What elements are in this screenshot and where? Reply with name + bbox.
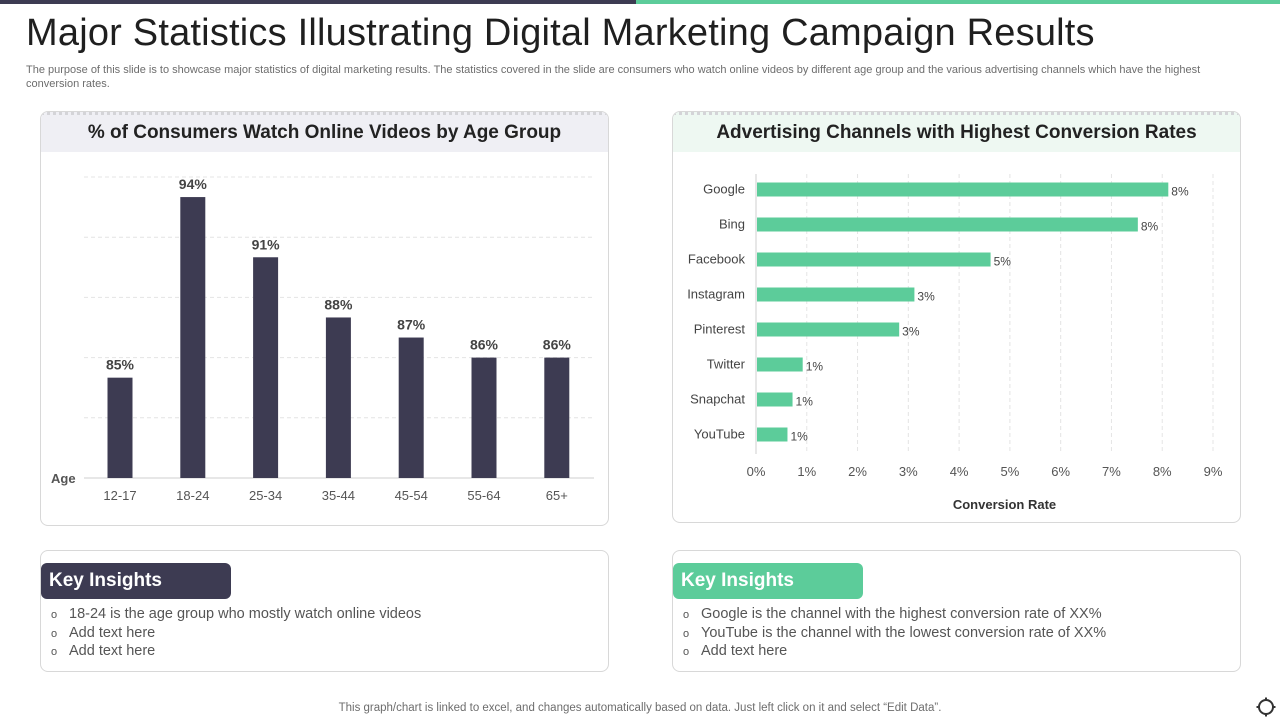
bar [757,322,900,337]
data-label: 1% [790,430,808,444]
bar [471,357,497,478]
data-label: 3% [902,325,920,339]
bullet-icon: o [683,646,690,658]
x-tick-label: 0% [747,464,766,479]
data-label: 8% [1141,220,1159,234]
bullet-icon: o [51,609,58,621]
list-item: o Add text here [51,625,421,644]
x-tick-label: 9% [1204,464,1223,479]
y-tick-label: Instagram [687,287,745,302]
bullet-icon: o [683,627,690,640]
bullet-icon: o [51,627,58,640]
list-item: o Add text here [683,643,1106,662]
x-tick-label: 35-44 [322,488,355,503]
conversion-chart-title: Advertising Channels with Highest Conver… [673,112,1240,152]
data-label: 5% [994,255,1012,269]
bullet-icon: o [683,609,690,621]
x-axis-title: Conversion Rate [953,497,1056,512]
data-label: 8% [1171,185,1189,199]
footer-note: This graph/chart is linked to excel, and… [338,702,942,714]
age-group-chart-panel: % of Consumers Watch Online Videos by Ag… [40,111,609,526]
data-label: 1% [796,395,814,409]
y-tick-label: YouTube [694,427,745,442]
data-label: 86% [470,337,499,353]
bar [757,217,1138,232]
page-title: Major Statistics Illustrating Digital Ma… [26,12,1095,54]
conversion-chart-panel: Advertising Channels with Highest Conver… [672,111,1241,523]
list-item: o Google is the channel with the highest … [683,606,1106,625]
bar [180,197,206,479]
page-subtitle: The purpose of this slide is to showcase… [26,64,1201,90]
x-tick-label: 55-64 [467,488,500,503]
bullet-icon: o [51,646,58,658]
panel-header-decoration [41,112,608,115]
x-tick-label: 5% [1000,464,1019,479]
data-label: 1% [806,360,824,374]
y-tick-label: Bing [719,217,745,232]
panel-header-decoration [673,112,1240,115]
x-tick-label: 7% [1102,464,1121,479]
bar [107,377,133,478]
data-label: 85% [106,357,135,373]
data-label: 94% [179,176,208,192]
y-tick-label: Pinterest [694,322,746,337]
bar [325,317,351,478]
data-label: 91% [252,236,281,252]
right-insights-panel: Key Insights o Google is the channel with… [672,550,1241,672]
age-group-bar-chart[interactable]: Age 85% 12-17 94% 18-24 91% 25-34 88% 35-44 87% 45… [41,112,609,526]
bar [757,392,793,407]
age-group-chart-title: % of Consumers Watch Online Videos by Ag… [41,112,608,152]
x-tick-label: 25-34 [249,488,282,503]
data-label: 88% [324,296,353,312]
x-tick-label: 4% [950,464,969,479]
bar [757,357,803,372]
x-tick-label: 18-24 [176,488,209,503]
x-tick-label: 3% [899,464,918,479]
bar [398,337,424,478]
left-insights-list: o 18-24 is the age group who mostly watch… [51,606,421,662]
bar [757,427,788,442]
settings-ring-icon[interactable] [1256,697,1276,717]
left-insights-heading: Key Insights [41,563,231,599]
x-tick-label: 45-54 [395,488,428,503]
y-tick-label: Google [703,182,745,197]
x-tick-label: 65+ [546,488,568,503]
data-label: 86% [543,337,572,353]
bar [253,257,279,478]
bar [544,357,570,478]
list-item: o YouTube is the channel with the lowest … [683,625,1106,644]
bar [757,287,915,302]
list-item: o 18-24 is the age group who mostly watch… [51,606,421,625]
left-insights-panel: Key Insights o 18-24 is the age group who… [40,550,609,672]
y-tick-label: Snapchat [690,392,745,407]
y-tick-label: Twitter [707,357,746,372]
top-accent-bar-dark [0,0,636,4]
conversion-rate-bar-chart[interactable]: 0% 1% 2% 3% 4% 5% 6% 7% 8% 9% Conversion Rate Googl… [673,112,1241,523]
right-insights-list: o Google is the channel with the highest … [683,606,1106,662]
top-accent-bar-green [636,0,1280,4]
list-item: o Add text here [51,643,421,662]
data-label: 3% [917,290,935,304]
x-tick-label: 6% [1051,464,1070,479]
x-tick-label: 8% [1153,464,1172,479]
x-tick-label: 2% [848,464,867,479]
x-tick-label: 1% [797,464,816,479]
right-insights-heading: Key Insights [673,563,863,599]
bar [757,252,991,267]
data-label: 87% [397,317,426,333]
x-axis-title: Age [51,471,76,486]
x-tick-label: 12-17 [103,488,136,503]
y-tick-label: Facebook [688,252,746,267]
bar [757,182,1169,197]
